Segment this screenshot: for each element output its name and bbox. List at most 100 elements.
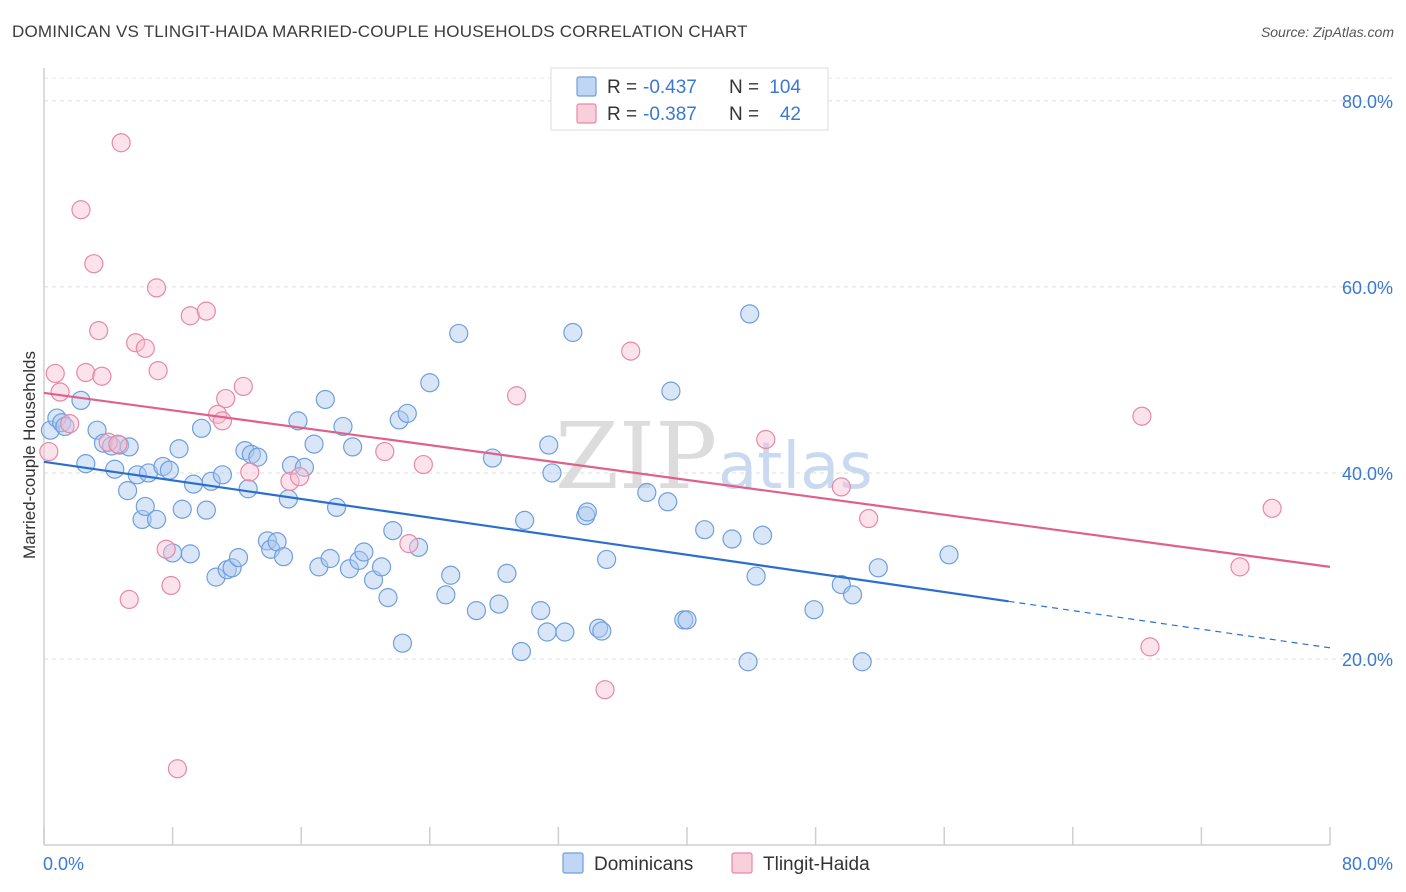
data-point (939, 545, 959, 565)
data-point (831, 477, 851, 497)
legend-n-value-tlingit-haida: 42 (780, 104, 801, 125)
legend-n-label-tlingit-haida: N = (729, 104, 759, 125)
data-point (397, 403, 417, 424)
data-point (343, 437, 363, 457)
data-point (89, 321, 109, 341)
data-point (159, 460, 179, 480)
data-point (326, 497, 347, 517)
data-point (489, 594, 509, 614)
data-point (597, 549, 617, 570)
data-point (677, 610, 697, 630)
data-point (375, 441, 395, 462)
data-point (52, 413, 72, 433)
data-point (212, 465, 233, 485)
data-point (752, 525, 773, 545)
data-point (146, 509, 167, 530)
watermark-zip: ZIP (555, 403, 717, 510)
data-point (135, 338, 155, 358)
data-point (658, 492, 678, 512)
data-point (852, 652, 872, 672)
data-point (84, 254, 104, 274)
data-point (436, 585, 456, 605)
data-point (228, 547, 249, 568)
data-point (161, 575, 181, 596)
series-legend-swatch-tlingit-haida (731, 852, 753, 874)
data-point (637, 482, 657, 503)
data-point (339, 559, 360, 579)
data-point (248, 447, 268, 467)
data-point (399, 534, 419, 554)
data-point (515, 510, 535, 530)
data-point (196, 301, 216, 321)
data-point (392, 633, 413, 653)
data-point (206, 567, 226, 587)
axes (43, 68, 1331, 846)
data-point (71, 390, 91, 411)
data-point (169, 439, 189, 459)
data-point (135, 496, 155, 517)
data-point (354, 542, 374, 562)
data-point (172, 499, 192, 519)
data-point (71, 200, 91, 220)
data-point (466, 601, 487, 621)
data-point (389, 410, 409, 430)
data-point (50, 382, 70, 402)
data-point (117, 481, 138, 501)
data-point (156, 539, 176, 559)
data-point (383, 521, 403, 541)
data-point (315, 389, 335, 410)
data-point (109, 435, 130, 455)
data-point (413, 454, 433, 475)
data-point (60, 414, 80, 434)
data-point (180, 306, 200, 326)
data-point (105, 459, 125, 479)
data-point (40, 420, 61, 440)
data-point (555, 622, 575, 642)
data-point (577, 502, 597, 522)
data-point (539, 435, 559, 455)
data-point (288, 411, 308, 431)
trend-lines (43, 391, 1331, 649)
legend-r-label-dominicans: R = (607, 77, 637, 98)
data-point (661, 381, 681, 401)
data-point (722, 529, 742, 549)
x-tick-labels: 0.0% 80.0% (43, 854, 1393, 874)
data-point (420, 373, 440, 393)
watermark-atlas: atlas (718, 430, 873, 504)
data-point (240, 462, 260, 482)
data-point (592, 621, 612, 641)
data-point (378, 587, 398, 608)
data-point (621, 341, 641, 361)
data-point (167, 759, 188, 779)
data-point (859, 508, 879, 529)
data-point (212, 411, 233, 431)
data-point (756, 429, 776, 450)
legend-r-value-tlingit-haida: -0.387 (643, 104, 697, 125)
data-point (507, 386, 527, 406)
data-point (1132, 406, 1152, 426)
series-legend-label-dominicans: Dominicans (594, 854, 693, 875)
data-point (531, 601, 551, 621)
data-point (76, 362, 96, 383)
data-point (804, 600, 824, 620)
data-point (542, 463, 562, 483)
data-point (511, 641, 532, 662)
data-point (1140, 637, 1160, 657)
series-tlingit-haida (39, 133, 1282, 779)
data-point (1230, 557, 1250, 577)
correlation-legend: R = -0.437 N = 104 R = -0.387 N = 42 (550, 67, 829, 131)
data-point (333, 416, 353, 437)
data-point (126, 333, 146, 353)
data-point (45, 363, 65, 384)
data-point (216, 388, 236, 409)
data-point (76, 454, 96, 474)
data-point (238, 479, 258, 499)
data-point (111, 133, 131, 153)
data-point (180, 544, 200, 564)
data-point (119, 437, 139, 457)
gridlines (44, 77, 1393, 660)
data-point (746, 566, 766, 586)
data-point (695, 520, 715, 540)
series-legend-label-tlingit-haida: Tlingit-Haida (763, 854, 870, 875)
